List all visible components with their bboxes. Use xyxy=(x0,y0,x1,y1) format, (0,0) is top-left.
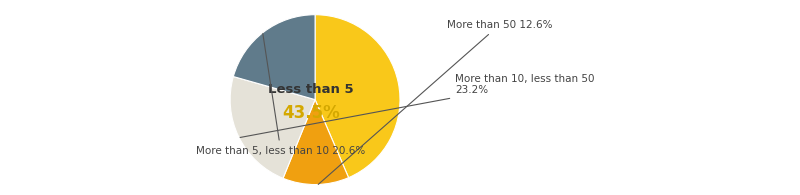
Text: More than 10, less than 50
23.2%: More than 10, less than 50 23.2% xyxy=(240,74,594,137)
Text: Less than 5: Less than 5 xyxy=(268,83,354,96)
Text: More than 5, less than 10 20.6%: More than 5, less than 10 20.6% xyxy=(196,34,366,156)
Text: More than 50 12.6%: More than 50 12.6% xyxy=(318,20,552,184)
Wedge shape xyxy=(234,15,315,100)
Text: 43.5%: 43.5% xyxy=(282,104,340,122)
Wedge shape xyxy=(230,77,315,178)
Wedge shape xyxy=(283,100,349,184)
Wedge shape xyxy=(315,15,400,178)
